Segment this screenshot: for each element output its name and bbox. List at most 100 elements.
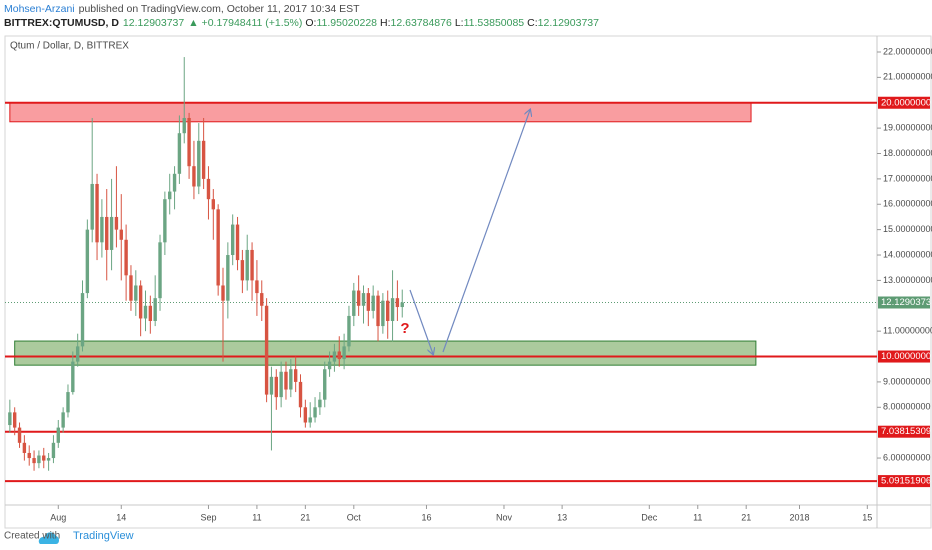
candle-body	[22, 442, 27, 453]
candle-body	[201, 140, 206, 179]
y-tick-label: 21.00000000	[883, 72, 932, 82]
candle-body	[264, 305, 269, 395]
candle-body	[289, 369, 293, 390]
last-price-label: 12.12903737	[881, 297, 932, 308]
symbol: BITTREX:QTUMUSD, D	[4, 17, 119, 29]
open: 11.95020228	[316, 17, 377, 29]
question-mark: ?	[400, 320, 409, 337]
footer-logo	[38, 532, 59, 544]
candle-body	[27, 452, 31, 459]
level-label: 7.03815309	[881, 426, 931, 437]
candle-body	[376, 295, 380, 327]
arrow-up	[442, 110, 530, 353]
candle-body	[395, 298, 400, 308]
arrow-down	[409, 289, 433, 354]
candle-body	[356, 290, 361, 306]
candle-body	[61, 412, 65, 428]
chart-title: Qtum / Dollar, D, BITTREX	[10, 41, 129, 52]
candle-body	[361, 293, 366, 306]
candle-body	[211, 199, 216, 210]
x-tick-label: Oct	[347, 512, 362, 522]
high-label: H:	[380, 17, 391, 29]
level-label: 5.09151906	[881, 476, 931, 487]
candle-body	[323, 369, 327, 400]
x-tick-label: 13	[557, 512, 567, 522]
x-tick-label: Nov	[496, 512, 513, 522]
x-tick-label: Aug	[50, 512, 66, 522]
candle-body	[313, 407, 317, 418]
candle-body	[352, 290, 356, 316]
last-price-badge	[878, 296, 930, 309]
candle-body	[148, 305, 153, 322]
footer-brand[interactable]: TradingView	[73, 530, 134, 542]
frame	[4, 35, 932, 529]
candle-body	[240, 260, 245, 281]
x-tick-label: 14	[116, 512, 126, 522]
candle-body	[303, 407, 308, 423]
candle-body	[119, 229, 123, 240]
close-label: C:	[527, 17, 538, 29]
header-line: Mohsen-Arzani published on TradingView.co…	[4, 3, 360, 15]
level-badge	[878, 96, 930, 109]
candle-body	[216, 209, 220, 286]
candle-body	[100, 216, 104, 243]
zone	[9, 102, 752, 123]
candle-body	[138, 285, 143, 319]
candle-body	[172, 173, 177, 192]
candle-body	[260, 293, 264, 306]
candle-body	[168, 191, 172, 200]
candle-body	[114, 216, 119, 230]
y-tick-label: 9.00000000	[883, 376, 931, 386]
candle-body	[80, 293, 85, 347]
x-tick-label: Dec	[641, 512, 658, 522]
x-tick-label: 11	[252, 512, 261, 522]
candle-body	[197, 140, 201, 187]
candle-body	[158, 242, 162, 299]
candle-body	[75, 346, 80, 362]
candle-body	[192, 166, 196, 187]
candle-body	[17, 427, 22, 443]
candle-body	[381, 300, 385, 327]
candle-body	[153, 298, 157, 322]
level-label: 10.00000000	[881, 351, 932, 362]
low: 11.53850085	[464, 17, 525, 29]
candle-body	[90, 183, 94, 230]
last: 12.12903737	[123, 17, 184, 29]
candle-body	[386, 300, 390, 322]
candle-body	[177, 133, 182, 174]
candle-body	[134, 285, 138, 301]
low-label: L:	[455, 17, 464, 29]
y-tick-label: 19.00000000	[883, 123, 932, 133]
author[interactable]: Mohsen-Arzani	[4, 3, 75, 15]
candle-body	[163, 199, 167, 243]
y-tick-label: 6.00000000	[883, 452, 931, 462]
candle-body	[235, 224, 240, 261]
x-tick-label: 21	[741, 512, 751, 522]
y-tick-label: 22.00000000	[883, 46, 932, 56]
candle-body	[371, 295, 375, 311]
y-tick-label: 11.00000000	[883, 326, 932, 336]
candle-body	[298, 381, 303, 408]
candle-body	[46, 458, 51, 461]
candle-body	[284, 371, 288, 390]
candle-body	[293, 369, 298, 382]
candle-body	[400, 302, 404, 308]
x-tick-label: 16	[421, 512, 431, 522]
candle-body	[250, 249, 254, 281]
symbol-line: BITTREX:QTUMUSD, D 12.12903737 ▲ +0.179484…	[4, 17, 599, 29]
candle-body	[327, 361, 332, 370]
level-badge	[878, 475, 930, 488]
candle-body	[342, 346, 346, 360]
candle-body	[105, 216, 109, 250]
level-label: 20.00000000	[881, 97, 932, 108]
y-tick-label: 15.00000000	[883, 224, 932, 234]
change: ▲ +0.17948411 (+1.5%)	[188, 17, 302, 29]
candle-body	[85, 229, 90, 294]
zone	[14, 340, 757, 366]
candle-body	[221, 285, 225, 301]
y-tick-label: 16.00000000	[883, 199, 932, 209]
candle-body	[318, 399, 322, 408]
candle-body	[366, 293, 371, 311]
